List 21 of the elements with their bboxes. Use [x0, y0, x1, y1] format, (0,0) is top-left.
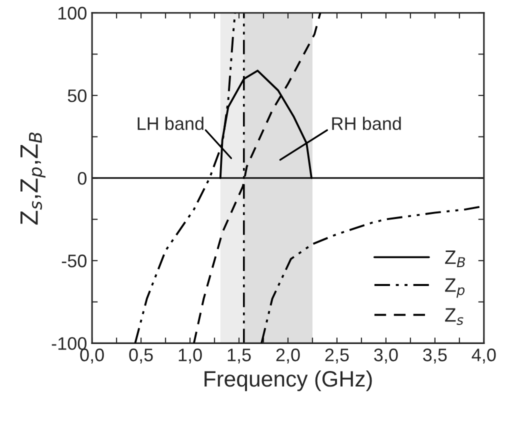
- y-axis-title: Z$_{s}$,Z$_{p}$,Z$_{B}$: [20, 132, 46, 225]
- x-tick-label: 0,5: [129, 348, 153, 364]
- y-tick-label: 50: [68, 89, 86, 102]
- x-tick-label: 1,5: [228, 348, 251, 364]
- x-tick-label: 2,5: [325, 348, 349, 364]
- x-axis-title: Frequency (GHz): [204, 370, 372, 392]
- legend-label: Z$_{s}$: [445, 308, 464, 326]
- annotation: LH band: [138, 116, 204, 130]
- y-tick-label: -50: [62, 254, 86, 268]
- legend-label: Z$_{p}$: [445, 278, 465, 298]
- y-tick-label: 100: [58, 6, 86, 20]
- legend-label: Z$_{B}$: [445, 250, 466, 268]
- y-tick-label: -100: [52, 337, 86, 350]
- x-tick-label: 1,0: [178, 348, 202, 364]
- x-tick-label: 0,0: [80, 348, 104, 364]
- x-tick-label: 3,5: [423, 348, 447, 364]
- x-tick-label: 3,0: [374, 348, 398, 364]
- x-tick-label: 4,0: [472, 348, 496, 364]
- x-tick-label: 2,0: [276, 348, 300, 364]
- y-tick-label: 0: [78, 172, 86, 185]
- annotation: RH band: [332, 116, 401, 130]
